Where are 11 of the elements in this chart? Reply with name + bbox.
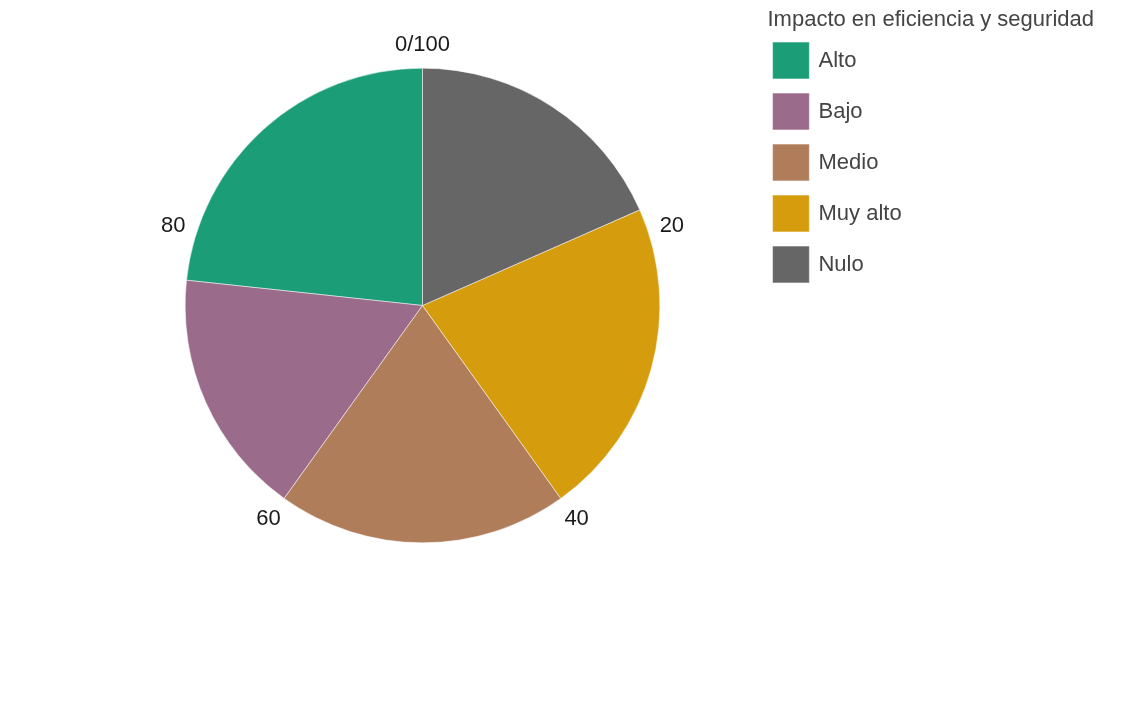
legend-title: Impacto en eficiencia y seguridad — [767, 6, 1094, 32]
legend-label: Nulo — [818, 250, 864, 278]
legend-label: Muy alto — [818, 199, 902, 227]
legend-label: Alto — [818, 46, 857, 74]
text: 20 — [659, 211, 685, 237]
text: 0/100 — [394, 30, 451, 56]
legend-label: Medio — [818, 148, 879, 176]
text: 80 — [160, 211, 186, 237]
legend-label: Bajo — [818, 97, 863, 125]
text: 60 — [256, 505, 281, 531]
text: 40 — [564, 505, 589, 531]
